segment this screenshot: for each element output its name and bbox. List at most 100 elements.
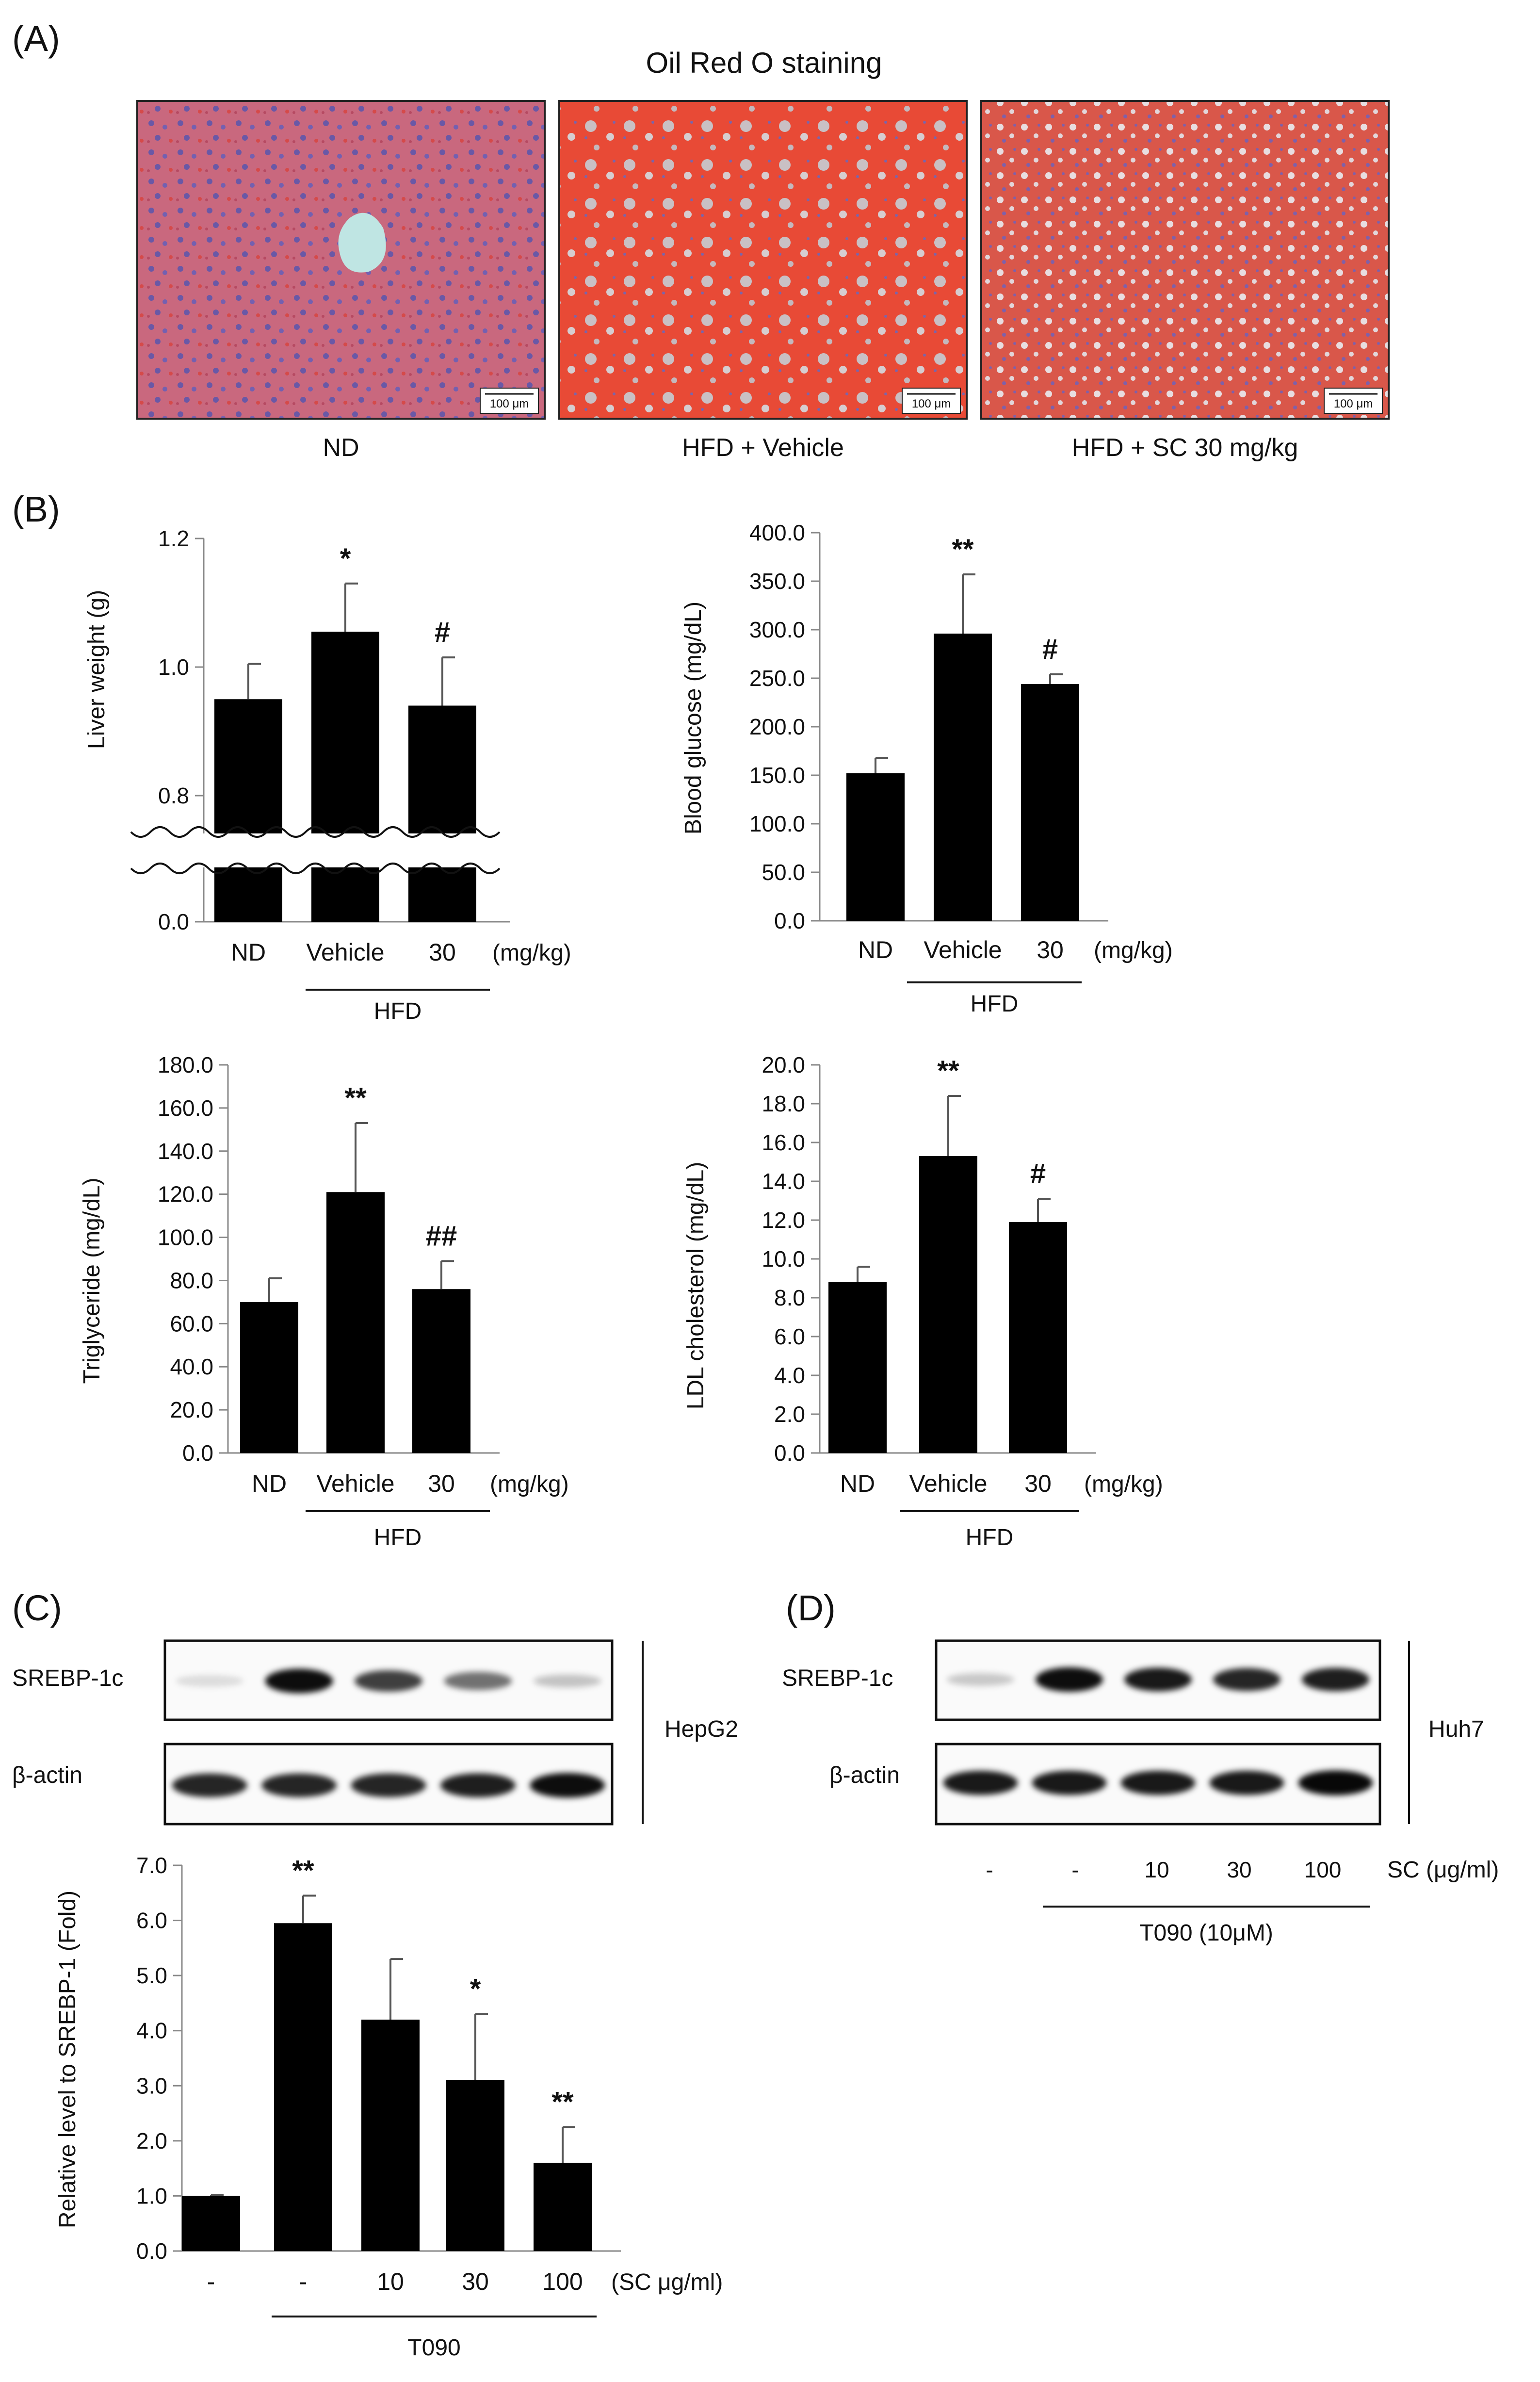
- category-label: 30: [1037, 936, 1064, 963]
- group-label: HFD: [966, 1525, 1014, 1550]
- significance-mark: **: [292, 1855, 314, 1886]
- bar: [846, 773, 905, 921]
- y-axis-title: Relative level to SREBP-1 (Fold): [55, 1891, 81, 2228]
- axis-break-wave-lower: [130, 863, 501, 874]
- significance-mark: #: [435, 617, 450, 648]
- blot-d-sc-label: SC (μg/ml): [1387, 1857, 1499, 1883]
- bar: [214, 699, 282, 922]
- category-label: -: [299, 2268, 308, 2295]
- y-axis-title: Triglyceride (mg/dL): [79, 1178, 105, 1384]
- y-tick-label: 20.0: [762, 1052, 805, 1077]
- group-label: HFD: [374, 998, 422, 1024]
- actin-band: [261, 1773, 337, 1797]
- staining-title: Oil Red O staining: [646, 47, 882, 79]
- axis-break-wave-upper: [130, 826, 501, 838]
- category-label: ND: [840, 1470, 875, 1497]
- y-tick-label: 0.0: [774, 908, 805, 933]
- axis-break-gap: [131, 833, 504, 867]
- y-tick-label: 1.0: [136, 2183, 167, 2208]
- significance-mark: #: [1042, 634, 1058, 665]
- actin-band: [351, 1773, 426, 1797]
- bar: [1021, 684, 1079, 921]
- y-tick-label: 300.0: [749, 617, 805, 642]
- significance-mark: **: [937, 1055, 959, 1087]
- blot-d-group-label: T090 (10μM): [1139, 1920, 1273, 1946]
- blot-d-row-actin: β-actin: [829, 1762, 900, 1788]
- blot-d-row-srebp: SREBP-1c: [782, 1665, 893, 1691]
- y-tick-label: 4.0: [136, 2018, 167, 2043]
- blot-d-lane-2: -: [1071, 1857, 1079, 1882]
- bar: [361, 2020, 420, 2251]
- bar: [274, 1923, 332, 2251]
- y-tick-label: 150.0: [749, 763, 805, 788]
- significance-mark: **: [344, 1082, 367, 1114]
- micrograph-hfd-vehicle: 100 μm: [558, 100, 968, 420]
- category-label: 30: [428, 1470, 455, 1497]
- scale-bar-nd: 100 μm: [490, 397, 529, 410]
- y-tick-label: 20.0: [170, 1397, 213, 1422]
- srebp-band: [354, 1670, 423, 1692]
- y-tick-label: 4.0: [774, 1363, 805, 1388]
- y-tick-label: 2.0: [136, 2128, 167, 2154]
- chart-ldl-cholesterol: 0.0 2.0 4.0 6.0 8.0 10.0 12.0 14.0 16.0 18.0 20.0 N…: [683, 1052, 1163, 1550]
- y-tick-label: 350.0: [749, 569, 805, 594]
- blot-d-cell-line: Huh7: [1428, 1716, 1484, 1742]
- y-tick-label: 160.0: [158, 1095, 213, 1121]
- category-label: ND: [858, 936, 893, 963]
- blot-c-cell-line: HepG2: [665, 1716, 738, 1742]
- y-tick-label: 1.0: [158, 654, 189, 680]
- y-tick-label: 120.0: [158, 1182, 213, 1207]
- y-tick-label: 0.0: [774, 1440, 805, 1466]
- y-tick-label: 5.0: [136, 1963, 167, 1988]
- significance-mark: #: [1030, 1158, 1046, 1190]
- significance-mark: *: [340, 543, 351, 574]
- unit-label: (mg/kg): [490, 1471, 569, 1497]
- y-tick-label: 180.0: [158, 1052, 213, 1077]
- panel-label-d: (D): [786, 1588, 836, 1628]
- actin-band: [1120, 1771, 1196, 1795]
- category-label: ND: [252, 1470, 287, 1497]
- caption-hfd-sc: HFD + SC 30 mg/kg: [1072, 434, 1298, 462]
- category-label: 30: [1024, 1470, 1052, 1497]
- srebp-band: [265, 1668, 333, 1694]
- y-tick-label: 0.0: [136, 2238, 167, 2264]
- y-tick-label: 6.0: [774, 1324, 805, 1349]
- micrograph-hfd-sc: 100 μm: [980, 100, 1390, 420]
- bar: [828, 1282, 887, 1453]
- y-tick-label: 100.0: [158, 1225, 213, 1250]
- y-tick-label: 80.0: [170, 1268, 213, 1293]
- chart-triglyceride: 0.0 20.0 40.0 60.0 80.0 100.0 120.0 140.0 160.0 1…: [79, 1052, 569, 1550]
- actin-band: [1209, 1771, 1284, 1795]
- blot-d-lane-5: 100: [1304, 1857, 1342, 1882]
- y-tick-label: 200.0: [749, 714, 805, 739]
- bar: [446, 2080, 504, 2251]
- srebp-band: [1213, 1668, 1281, 1691]
- y-tick-label: 0.8: [158, 783, 189, 808]
- bar: [919, 1156, 977, 1453]
- actin-band: [530, 1773, 605, 1798]
- srebp-band: [176, 1675, 244, 1687]
- y-axis-title: LDL cholesterol (mg/dL): [683, 1162, 709, 1409]
- y-tick-label: 0.0: [158, 909, 189, 934]
- blot-d-lane-1: -: [986, 1857, 993, 1882]
- category-label: -: [207, 2268, 215, 2295]
- unit-label: (mg/kg): [1094, 938, 1173, 963]
- y-tick-label: 1.2: [158, 526, 189, 551]
- y-tick-label: 7.0: [136, 1853, 167, 1878]
- srebp-band: [946, 1673, 1015, 1686]
- y-axis-title: Blood glucose (mg/dL): [681, 602, 706, 834]
- bar: [408, 705, 476, 922]
- srebp-band: [1124, 1667, 1192, 1692]
- y-tick-label: 60.0: [170, 1311, 213, 1336]
- category-label: Vehicle: [306, 939, 384, 966]
- bar: [934, 634, 992, 921]
- actin-band: [172, 1773, 247, 1797]
- significance-mark: **: [952, 534, 974, 565]
- panel-label-c: (C): [12, 1588, 62, 1628]
- y-tick-label: 14.0: [762, 1169, 805, 1194]
- srebp-band: [1301, 1667, 1370, 1692]
- group-label: HFD: [374, 1525, 422, 1550]
- scale-bar-sc: 100 μm: [1334, 397, 1373, 410]
- y-tick-label: 50.0: [762, 860, 805, 885]
- blot-c-row-actin: β-actin: [12, 1762, 82, 1788]
